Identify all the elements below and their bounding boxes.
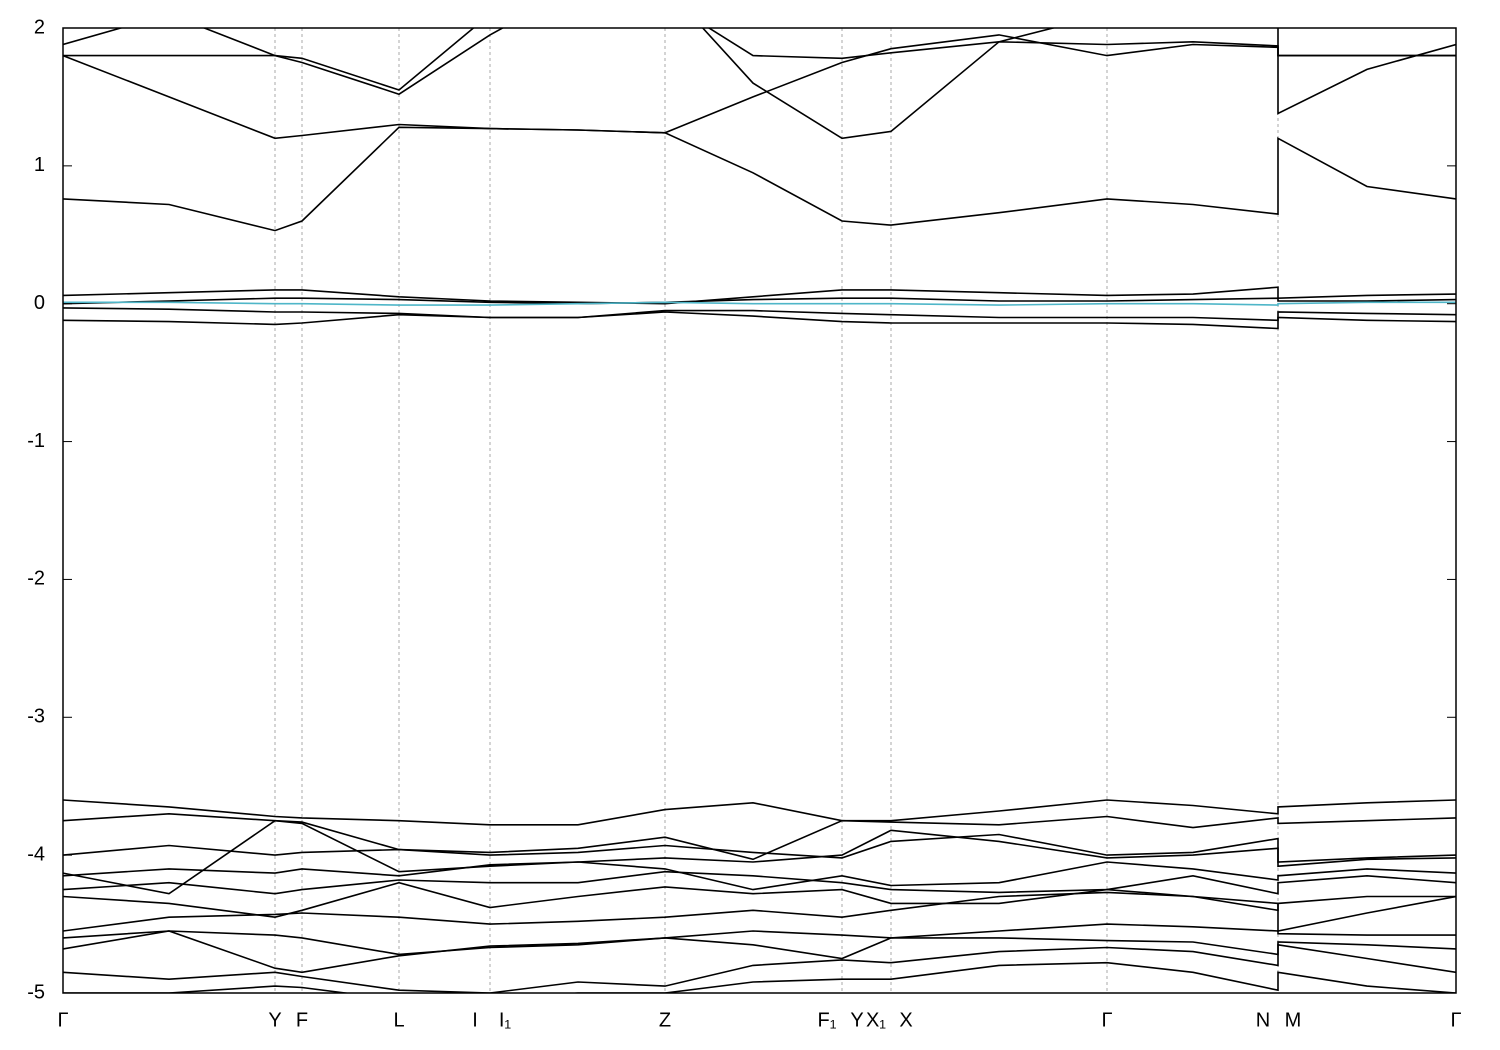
y-tick-label: -5: [27, 981, 45, 1003]
x-tick-label: I: [472, 1009, 478, 1031]
band-line: [63, 126, 1456, 232]
y-tick-label: 1: [34, 154, 45, 176]
axes: 210-1-2-3-4-5Γ Y F L I I₁ Z F₁ Y X₁ X Γ N M Γ: [27, 16, 1461, 1031]
band-line: [63, 923, 1456, 956]
y-tick-label: -4: [27, 843, 45, 865]
plot-frame: [62, 27, 1457, 994]
band-line: [63, 812, 1456, 861]
band-line: [63, 297, 1456, 305]
band-line: [63, 799, 1456, 826]
y-tick-label: -2: [27, 568, 45, 590]
x-tick-label: Y: [268, 1009, 281, 1031]
band-line: [63, 286, 1456, 305]
band-line: [63, 861, 1456, 891]
band-line: [63, 930, 1456, 974]
x-tick-label: X₁: [866, 1009, 886, 1031]
x-tick-label: I₁: [499, 1009, 512, 1031]
x-tick-label: Z: [659, 1009, 671, 1031]
band-line: [63, 961, 1456, 993]
y-tick-label: -3: [27, 706, 45, 728]
x-tick-label: F₁: [818, 1009, 837, 1031]
band-line: [63, 311, 1456, 330]
band-line: [63, 833, 1456, 863]
band-line: [63, 870, 1456, 895]
x-tick-label: Γ: [1101, 1009, 1112, 1031]
bands: [63, 28, 1456, 993]
x-tick-label: X: [899, 1009, 912, 1031]
y-tick-label: 0: [34, 292, 45, 314]
band-line: [63, 301, 1456, 306]
grid: [62, 28, 1457, 993]
x-tick-label: L: [393, 1009, 404, 1031]
x-tick-label: N: [1256, 1009, 1270, 1031]
x-tick-label: M: [1285, 1009, 1302, 1031]
band-line: [63, 28, 1456, 91]
y-tick-label: 2: [34, 16, 45, 38]
x-tick-label: Γ: [1450, 1009, 1461, 1031]
x-tick-label: F: [296, 1009, 308, 1031]
y-tick-label: -1: [27, 430, 45, 452]
band-line: [63, 28, 1456, 140]
band-line: [63, 891, 1456, 932]
band-line: [63, 819, 1456, 895]
band-line: [63, 307, 1456, 322]
x-tick-label: Y: [850, 1009, 863, 1031]
band-line: [63, 943, 1456, 993]
x-tick-label: Γ: [57, 1009, 68, 1031]
